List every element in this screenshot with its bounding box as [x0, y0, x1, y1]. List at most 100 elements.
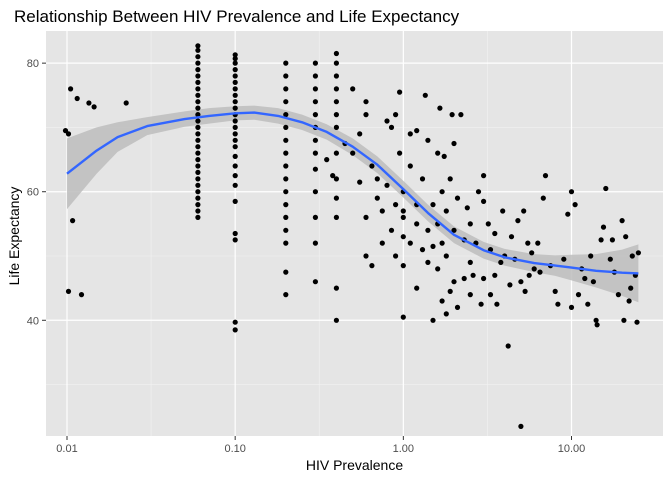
data-point	[195, 60, 201, 66]
data-point	[525, 240, 531, 246]
data-point	[461, 275, 467, 282]
data-point	[195, 131, 201, 137]
data-point	[232, 182, 238, 188]
data-point	[195, 73, 201, 79]
y-axis-ticks: 40 60 80	[27, 58, 46, 327]
data-point	[634, 319, 640, 325]
data-point	[603, 185, 609, 192]
data-point	[458, 112, 464, 118]
data-point	[312, 60, 318, 66]
data-point	[283, 202, 289, 208]
data-point	[195, 195, 201, 201]
data-point	[374, 195, 380, 201]
data-point	[363, 253, 369, 259]
data-point	[195, 202, 201, 208]
data-point	[568, 189, 575, 195]
data-point	[588, 253, 594, 259]
data-point	[407, 240, 413, 246]
data-point	[333, 317, 339, 323]
data-point	[333, 73, 339, 79]
data-point	[447, 176, 453, 182]
data-point	[598, 237, 604, 243]
data-point	[400, 263, 406, 269]
data-point	[552, 288, 558, 294]
data-point	[542, 173, 549, 179]
data-point	[195, 169, 201, 175]
data-point	[333, 60, 339, 66]
data-point	[357, 131, 363, 137]
data-point	[333, 285, 339, 291]
data-point	[374, 176, 380, 182]
data-point	[232, 105, 238, 111]
data-point	[78, 292, 85, 298]
data-point	[195, 86, 201, 92]
data-point	[419, 247, 426, 253]
data-point	[397, 150, 403, 156]
data-point	[414, 285, 420, 291]
data-point	[283, 176, 289, 182]
data-point	[590, 279, 597, 285]
data-point	[195, 163, 201, 169]
data-point	[232, 198, 238, 204]
data-point	[629, 253, 635, 259]
data-point	[507, 282, 513, 288]
x-tick-label: 0.01	[56, 443, 77, 455]
data-point	[470, 272, 476, 278]
data-point	[454, 195, 461, 201]
data-point	[65, 131, 72, 137]
data-point	[384, 182, 390, 188]
data-point	[195, 105, 201, 111]
data-point	[333, 150, 339, 156]
data-point	[609, 237, 616, 243]
data-point	[521, 208, 527, 214]
data-point	[283, 240, 289, 246]
smooth-curve	[66, 111, 639, 275]
data-point	[312, 166, 318, 172]
data-point	[568, 304, 575, 310]
data-point	[407, 163, 413, 169]
data-point	[478, 301, 484, 307]
data-point	[283, 189, 289, 195]
chart-title: Relationship Between HIV Prevalence and …	[14, 7, 460, 26]
data-point	[379, 240, 385, 246]
data-point	[621, 317, 627, 323]
data-point	[333, 50, 339, 57]
data-point	[232, 131, 238, 137]
data-point	[467, 221, 473, 227]
data-point	[283, 73, 289, 79]
data-point	[70, 218, 76, 224]
plot-panel	[46, 31, 663, 436]
data-point	[531, 266, 537, 272]
data-point	[363, 112, 369, 118]
data-point	[232, 118, 238, 124]
data-point	[195, 112, 201, 118]
data-point	[369, 163, 375, 169]
y-tick-label: 60	[27, 187, 39, 199]
data-point	[481, 198, 487, 204]
data-point	[195, 79, 201, 85]
data-point	[425, 259, 431, 265]
data-point	[195, 157, 201, 163]
data-point	[561, 256, 567, 262]
data-point	[232, 67, 238, 73]
data-point	[283, 99, 289, 105]
data-point	[283, 137, 289, 143]
data-point	[283, 124, 289, 130]
data-point	[439, 298, 445, 304]
smooth-line	[66, 111, 639, 275]
data-point	[195, 67, 201, 73]
data-point	[283, 163, 289, 169]
data-point	[283, 214, 289, 220]
data-point	[232, 52, 238, 58]
data-point	[363, 214, 369, 220]
data-points	[62, 43, 642, 429]
data-point	[195, 137, 201, 143]
data-point	[623, 234, 629, 240]
data-point	[232, 153, 238, 159]
data-point	[195, 118, 201, 124]
data-point	[195, 144, 201, 150]
data-point	[492, 272, 498, 278]
data-point	[232, 86, 238, 92]
data-point	[467, 259, 473, 265]
